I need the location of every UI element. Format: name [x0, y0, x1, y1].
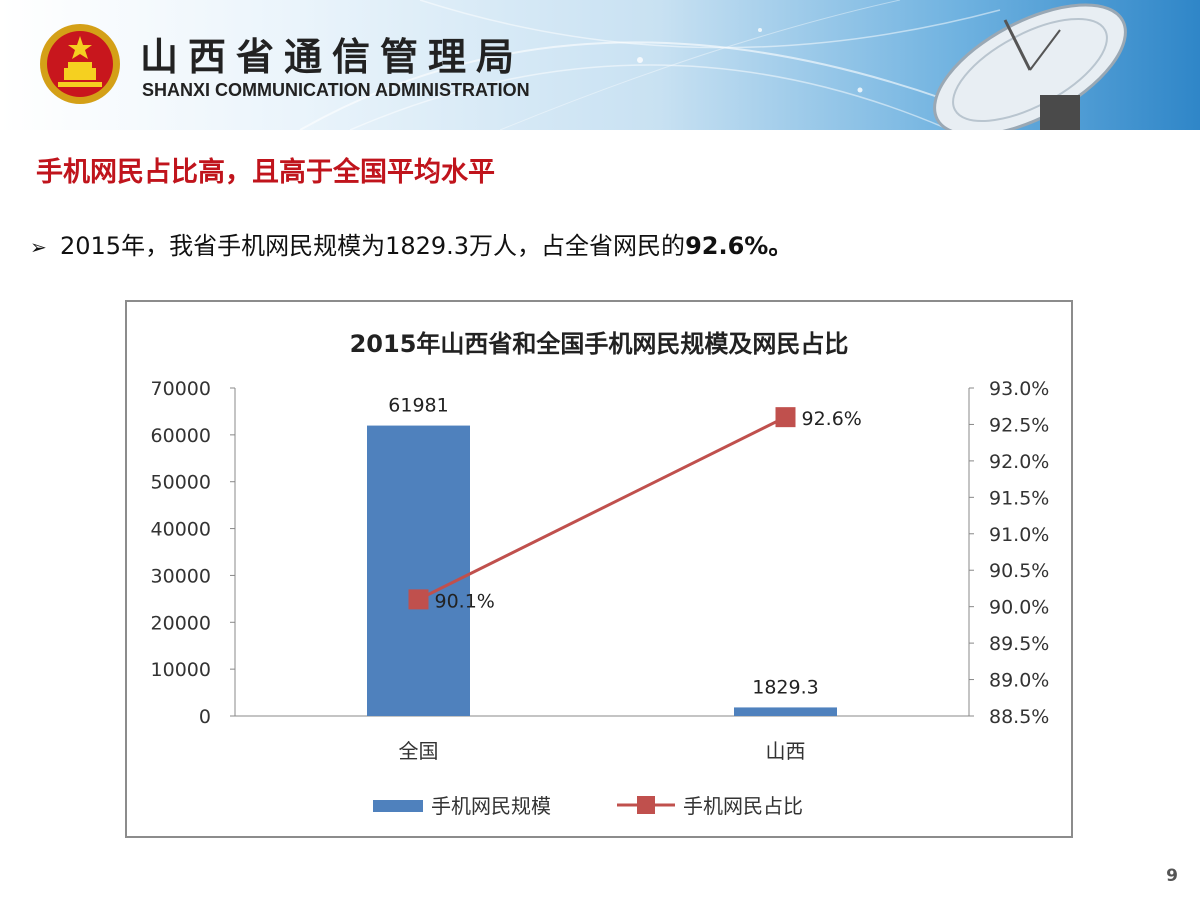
y-right-tick-label: 92.5% [989, 414, 1049, 436]
slide-headline: 手机网民占比高，且高于全国平均水平 [36, 157, 495, 188]
bar-2 [734, 707, 837, 716]
arrow-bullet-icon: ➢ [30, 235, 47, 259]
legend-line-label: 手机网民占比 [683, 794, 803, 818]
org-name-cn: 山西省通信管理局 [140, 35, 525, 79]
line-data-label: 90.1% [435, 590, 495, 612]
bullet-point: ➢ 2015年，我省手机网民规模为1829.3万人，占全省网民的92.6%。 [30, 226, 792, 261]
bar-data-label: 1829.3 [752, 676, 818, 698]
y-left-tick-label: 10000 [151, 659, 211, 681]
line-series-path [417, 415, 787, 601]
bullet-text: 2015年，我省手机网民规模为1829.3万人，占全省网民的 [60, 232, 686, 260]
x-category-label: 山西 [766, 739, 806, 763]
y-right-tick-label: 93.0% [989, 378, 1049, 400]
y-right-tick-label: 88.5% [989, 706, 1049, 728]
y-left-tick-label: 20000 [151, 612, 211, 634]
line-point-marker [775, 407, 796, 428]
line-data-label: 92.6% [802, 408, 862, 430]
y-right-tick-label: 92.0% [989, 451, 1049, 473]
y-right-tick-label: 89.0% [989, 670, 1049, 692]
y-left-tick-label: 0 [199, 706, 211, 728]
y-left-tick-label: 70000 [151, 378, 211, 400]
legend-line-marker [637, 796, 655, 814]
page-number: 9 [1166, 866, 1178, 886]
y-right-tick-label: 90.0% [989, 597, 1049, 619]
y-left-tick-label: 50000 [151, 472, 211, 494]
legend-bar-label: 手机网民规模 [431, 794, 551, 818]
bar-data-label: 61981 [388, 395, 448, 417]
x-category-label: 全国 [399, 739, 439, 763]
chart-container: 2015年山西省和全国手机网民规模及网民占比 0 10000 20000 30000 40… [125, 300, 1073, 838]
national-emblem-icon [40, 24, 120, 104]
combo-chart: 2015年山西省和全国手机网民规模及网民占比 0 10000 20000 30000 40… [151, 330, 1050, 818]
y-right-tick-label: 91.5% [989, 487, 1049, 509]
y-left-tick-label: 30000 [151, 565, 211, 587]
satellite-dish-icon [933, 3, 1127, 130]
y-left-tick-label: 40000 [151, 519, 211, 541]
y-right-tick-label: 90.5% [989, 560, 1049, 582]
legend-bar-swatch [373, 800, 423, 812]
y-left-tick-label: 60000 [151, 425, 211, 447]
bullet-highlight: 92.6%。 [685, 232, 793, 260]
bar-1 [367, 425, 470, 716]
header-banner: 山西省通信管理局 SHANXI COMMUNICATION ADMINISTRA… [0, 0, 1200, 130]
y-right-tick-label: 89.5% [989, 633, 1049, 655]
chart-title: 2015年山西省和全国手机网民规模及网民占比 [350, 330, 849, 358]
y-right-tick-label: 91.0% [989, 524, 1049, 546]
org-name-en: SHANXI COMMUNICATION ADMINISTRATION [142, 80, 530, 100]
line-point-marker [408, 589, 429, 610]
banner-background-lines [299, 0, 1001, 130]
